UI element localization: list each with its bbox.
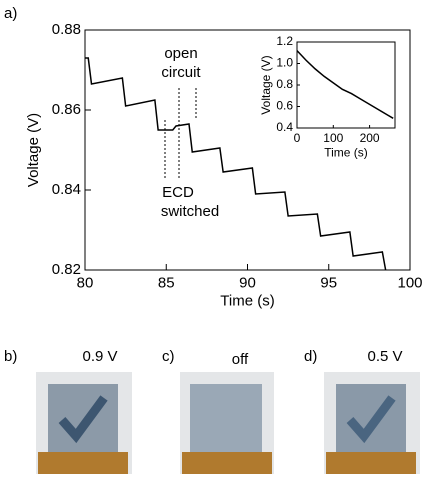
y-tick-label: 0.6 xyxy=(276,99,293,113)
y-tick-label: 0.86 xyxy=(52,101,81,118)
annotation: circuit xyxy=(161,64,201,81)
ecd-display xyxy=(190,384,262,454)
photo-caption: off xyxy=(232,351,249,368)
annotation: switched xyxy=(161,203,219,220)
y-tick-label: 0.8 xyxy=(276,77,293,91)
x-tick-label: 100 xyxy=(397,274,422,291)
checkmark xyxy=(58,395,108,444)
panel-label: d) xyxy=(304,348,317,365)
y-tick-label: 0.4 xyxy=(276,120,293,134)
foil xyxy=(326,452,416,474)
y-tick-label: 0.82 xyxy=(52,261,81,278)
panel-label: b) xyxy=(4,348,17,365)
photo-panel: d) 0.5 V xyxy=(304,348,420,474)
x-tick-label: 85 xyxy=(158,274,175,291)
x-tick-label: 0 xyxy=(294,131,301,145)
photo-caption: 0.5 V xyxy=(367,348,402,365)
x-tick-label: 90 xyxy=(239,274,256,291)
x-axis-label: Time (s) xyxy=(324,145,368,159)
panel-label: c) xyxy=(162,348,175,365)
photo-panel: c) off xyxy=(162,348,274,474)
annotation: open xyxy=(164,45,197,62)
y-tick-label: 1.2 xyxy=(276,34,293,48)
y-tick-label: 0.88 xyxy=(52,21,81,38)
foil xyxy=(182,452,272,474)
y-tick-label: 0.84 xyxy=(52,181,81,198)
inset-bg xyxy=(297,42,395,128)
x-tick-label: 80 xyxy=(77,274,94,291)
x-tick-label: 200 xyxy=(360,131,380,145)
data-line xyxy=(85,57,387,271)
photo-panel: b) 0.9 V xyxy=(4,348,132,474)
checkmark xyxy=(346,395,396,444)
x-tick-label: 100 xyxy=(323,131,343,145)
x-axis-label: Time (s) xyxy=(220,292,274,309)
data-line xyxy=(296,50,394,119)
annotation: ECD xyxy=(162,184,194,201)
y-tick-label: 1.0 xyxy=(276,56,293,70)
panel-label: a) xyxy=(4,5,17,22)
x-tick-label: 95 xyxy=(320,274,337,291)
y-axis-label: Voltage (V) xyxy=(259,55,273,114)
foil xyxy=(38,452,128,474)
photo-caption: 0.9 V xyxy=(82,348,117,365)
y-axis-label: Voltage (V) xyxy=(25,113,42,187)
